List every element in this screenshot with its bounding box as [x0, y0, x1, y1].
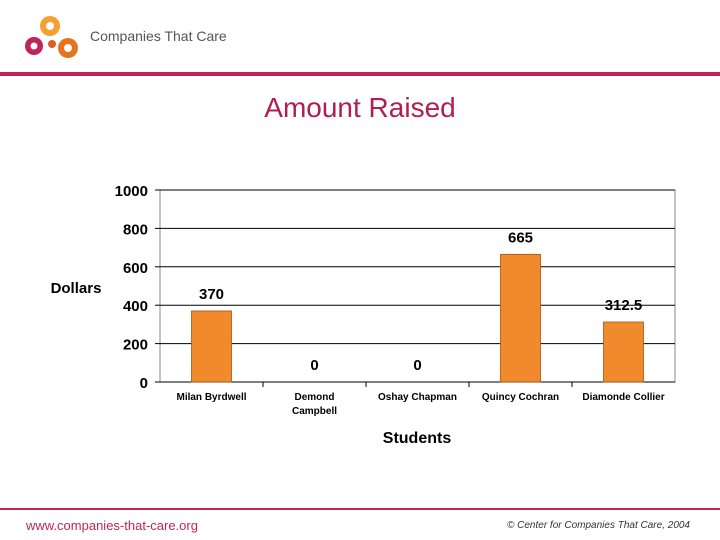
brand-name: Companies That Care: [90, 28, 227, 44]
y-tick-label: 0: [140, 375, 148, 392]
footer-copyright: © Center for Companies That Care, 2004: [506, 520, 690, 531]
logo-petal-left-hole: [30, 42, 38, 50]
y-axis-label: Dollars: [51, 280, 102, 297]
data-label: 0: [413, 357, 421, 374]
x-tick-label: Milan Byrdwell: [176, 392, 246, 403]
bar: [603, 321, 644, 383]
x-tick-label: Quincy Cochran: [482, 392, 559, 403]
x-tick-label: Campbell: [292, 406, 337, 417]
header-rule: [0, 72, 720, 76]
y-tick-label: 600: [123, 260, 148, 277]
y-tick-label: 800: [123, 221, 148, 238]
plot-area: [159, 189, 676, 383]
x-tick-label: Diamonde Collier: [582, 392, 664, 403]
companies-that-care-logo: [25, 16, 78, 58]
y-tick-label: 1000: [115, 183, 148, 200]
data-label: 312.5: [605, 297, 643, 314]
data-label: 370: [199, 286, 224, 303]
footer-rule: [0, 508, 720, 510]
data-label: 0: [310, 357, 318, 374]
y-tick-label: 400: [123, 298, 148, 315]
y-tick-label: 200: [123, 337, 148, 354]
data-label: 665: [508, 229, 533, 246]
logo-petal-top-hole: [46, 22, 54, 30]
x-tick-label: Demond: [295, 392, 335, 403]
x-axis-label: Students: [383, 430, 452, 447]
bar: [191, 310, 232, 383]
chart-title-text: Amount Raised: [264, 92, 456, 123]
chart-title: Amount Raised: [0, 92, 720, 124]
x-tick-label: Oshay Chapman: [378, 392, 457, 403]
logo-petal-right-hole: [64, 44, 72, 52]
logo-center-dot: [48, 40, 56, 48]
footer-url[interactable]: www.companies-that-care.org: [26, 518, 198, 533]
bar: [500, 253, 541, 383]
